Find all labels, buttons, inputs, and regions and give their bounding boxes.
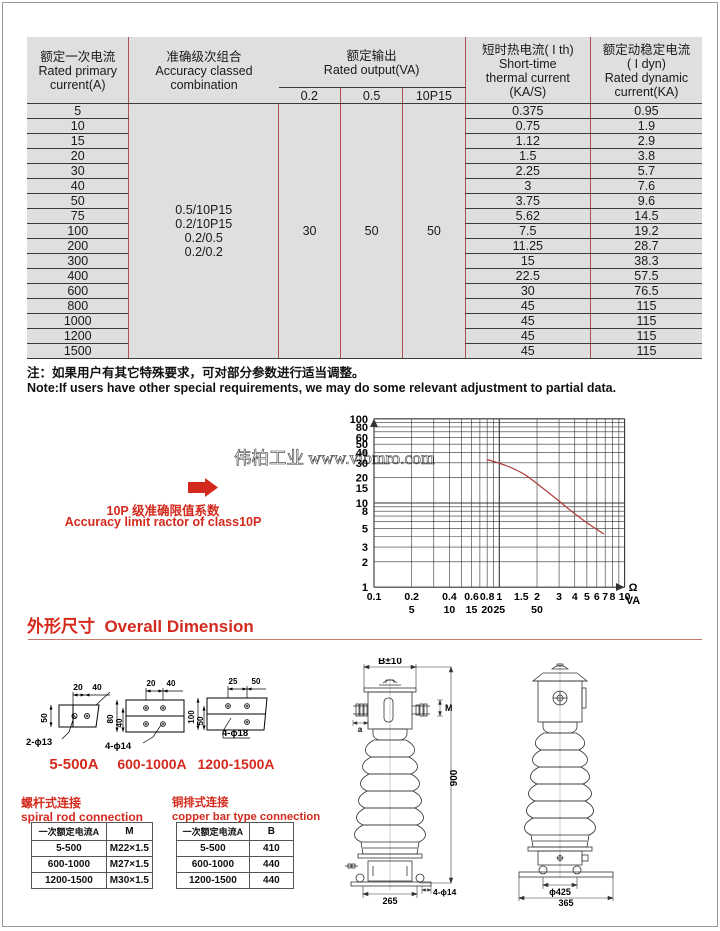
svg-text:100: 100 [187,710,196,724]
svg-text:a: a [358,725,363,734]
svg-text:1.5: 1.5 [514,591,529,603]
svg-text:30: 30 [356,458,368,470]
svg-text:VA: VA [626,595,641,607]
svg-text:4-ϕ18: 4-ϕ18 [222,728,248,739]
svg-text:20: 20 [147,679,156,688]
svg-text:M: M [445,703,453,713]
svg-text:365: 365 [558,898,573,908]
svg-text:15: 15 [466,604,478,616]
svg-text:1: 1 [496,591,502,603]
svg-text:8: 8 [610,591,616,603]
svg-text:40: 40 [167,679,176,688]
svg-text:7: 7 [602,591,608,603]
svg-text:8: 8 [362,506,368,518]
svg-text:伟柏工业 www.vibmro.com: 伟柏工业 www.vibmro.com [234,448,435,468]
svg-text:Ω: Ω [629,582,638,594]
svg-text:2: 2 [362,557,368,569]
svg-text:20: 20 [481,604,493,616]
svg-text:50: 50 [39,713,49,723]
svg-text:50: 50 [196,716,205,725]
svg-text:0.1: 0.1 [367,591,382,603]
svg-text:40: 40 [115,718,124,727]
svg-text:25: 25 [493,604,505,616]
svg-text:2-ϕ13: 2-ϕ13 [26,737,52,748]
svg-text:3: 3 [556,591,562,603]
svg-text:10: 10 [444,604,456,616]
svg-text:80: 80 [106,714,115,723]
svg-text:2: 2 [534,591,540,603]
svg-text:900: 900 [449,769,460,786]
svg-text:B±10: B±10 [378,658,402,667]
svg-text:3: 3 [362,542,368,554]
svg-text:15: 15 [356,483,368,495]
svg-text:0.2: 0.2 [404,591,419,603]
svg-text:5: 5 [584,591,590,603]
svg-text:50: 50 [531,604,543,616]
svg-text:4: 4 [572,591,578,603]
svg-text:265: 265 [382,896,397,906]
svg-text:6: 6 [594,591,600,603]
svg-text:0.8: 0.8 [480,591,495,603]
svg-text:4-ϕ14: 4-ϕ14 [105,741,132,752]
svg-text:50: 50 [252,677,261,686]
svg-text:40: 40 [92,682,102,692]
svg-text:4-ϕ14: 4-ϕ14 [433,887,457,897]
svg-text:5: 5 [409,604,415,616]
svg-text:5: 5 [362,523,368,535]
svg-text:20: 20 [73,682,83,692]
svg-text:0.4: 0.4 [442,591,457,603]
svg-text:ϕ425: ϕ425 [549,887,571,897]
svg-text:25: 25 [229,677,238,686]
svg-text:0.6: 0.6 [464,591,479,603]
